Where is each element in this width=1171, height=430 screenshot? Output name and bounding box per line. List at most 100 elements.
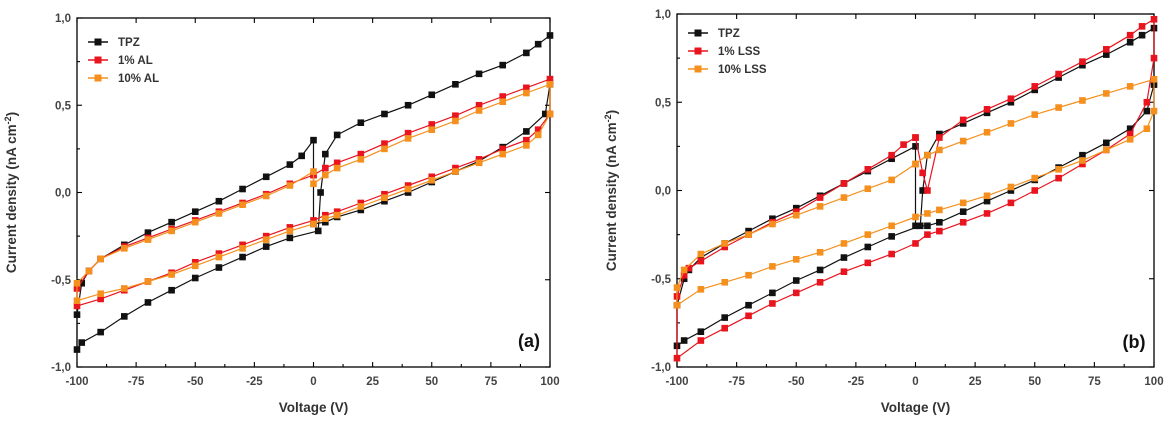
data-point bbox=[936, 206, 943, 214]
panel-b: -100 -75 -50 -25 0 25 50 75 100 -1,0 -0,5 0,0 0,5 1,0… bbox=[603, 9, 1164, 415]
data-point bbox=[888, 151, 895, 159]
data-point bbox=[936, 134, 943, 141]
data-point bbox=[1031, 83, 1039, 90]
data-point bbox=[680, 337, 688, 344]
data-point bbox=[428, 91, 436, 99]
data-point bbox=[546, 32, 554, 39]
data-point bbox=[864, 259, 872, 267]
x-tick-label: -25 bbox=[848, 376, 865, 388]
x-tick-label: 25 bbox=[969, 376, 982, 388]
legend-label: TPZ bbox=[118, 37, 140, 49]
data-point bbox=[262, 232, 270, 240]
data-point bbox=[317, 189, 324, 196]
x-axis-title: Voltage (V) bbox=[881, 400, 951, 415]
data-point bbox=[499, 93, 506, 100]
data-point bbox=[1103, 146, 1110, 154]
data-point bbox=[936, 227, 943, 235]
data-point bbox=[239, 201, 246, 209]
data-point bbox=[1055, 166, 1062, 173]
legend-label: TPZ bbox=[718, 28, 740, 40]
data-point bbox=[144, 299, 152, 306]
data-point bbox=[816, 266, 824, 274]
data-point bbox=[191, 262, 199, 270]
data-point bbox=[381, 194, 388, 202]
data-point bbox=[769, 215, 776, 223]
x-tick-label: 100 bbox=[1144, 376, 1163, 388]
data-point bbox=[404, 189, 412, 196]
data-point bbox=[541, 110, 549, 118]
data-point bbox=[144, 229, 152, 236]
data-point bbox=[680, 266, 688, 274]
data-point bbox=[404, 129, 412, 137]
data-point bbox=[452, 164, 459, 172]
data-point bbox=[959, 137, 967, 145]
data-point bbox=[1126, 31, 1134, 39]
data-point bbox=[912, 143, 919, 150]
data-point bbox=[286, 182, 294, 189]
data-point bbox=[357, 150, 365, 158]
legend-marker bbox=[694, 29, 702, 37]
data-point bbox=[298, 152, 305, 160]
data-point bbox=[357, 156, 365, 163]
data-point bbox=[769, 289, 776, 297]
y-axis-title-tail: ) bbox=[4, 112, 19, 117]
data-point bbox=[546, 75, 554, 83]
data-point bbox=[78, 279, 86, 287]
y-tick-label: 1,0 bbox=[655, 9, 671, 21]
data-point bbox=[1007, 183, 1015, 191]
data-point bbox=[357, 119, 365, 126]
data-point bbox=[499, 150, 506, 158]
data-point bbox=[1126, 83, 1134, 90]
data-point bbox=[262, 236, 270, 243]
data-point bbox=[888, 222, 895, 230]
data-point bbox=[333, 131, 341, 139]
data-point bbox=[792, 277, 800, 284]
data-point bbox=[816, 248, 824, 256]
data-point bbox=[1031, 111, 1039, 118]
data-point bbox=[983, 106, 991, 113]
data-point bbox=[697, 254, 705, 261]
data-point bbox=[792, 208, 800, 215]
data-point bbox=[404, 101, 412, 109]
data-point bbox=[121, 245, 128, 252]
data-point bbox=[1079, 157, 1086, 164]
data-point bbox=[1031, 187, 1039, 194]
data-point bbox=[864, 243, 872, 251]
data-point bbox=[191, 259, 199, 266]
data-point bbox=[745, 227, 752, 235]
data-point bbox=[475, 101, 483, 109]
data-point bbox=[924, 151, 931, 159]
data-point bbox=[900, 141, 907, 148]
x-tick-label: -100 bbox=[665, 376, 688, 388]
data-point bbox=[262, 173, 270, 181]
legend-marker bbox=[94, 38, 102, 46]
data-point bbox=[1079, 58, 1086, 65]
legend-marker bbox=[94, 56, 102, 64]
data-point bbox=[769, 220, 776, 228]
data-point bbox=[840, 180, 848, 187]
data-point bbox=[404, 185, 412, 193]
x-tick-label: -50 bbox=[788, 376, 805, 388]
data-point bbox=[310, 217, 317, 224]
data-point bbox=[745, 312, 752, 320]
series-line bbox=[676, 27, 1155, 347]
data-point bbox=[168, 218, 175, 226]
y-tick-label: 0,0 bbox=[55, 188, 71, 200]
data-point bbox=[983, 192, 991, 200]
data-point bbox=[322, 215, 329, 222]
data-point bbox=[697, 337, 705, 344]
data-point bbox=[1150, 76, 1158, 83]
data-point bbox=[1138, 31, 1146, 39]
x-tick-label: -100 bbox=[65, 376, 88, 388]
data-point bbox=[721, 278, 728, 286]
data-point bbox=[475, 107, 483, 114]
data-point bbox=[912, 222, 919, 230]
data-point bbox=[73, 302, 81, 310]
data-point bbox=[97, 295, 104, 303]
data-point bbox=[534, 40, 542, 48]
data-point bbox=[1031, 174, 1039, 182]
data-point bbox=[121, 313, 128, 320]
data-point bbox=[916, 222, 924, 230]
data-point bbox=[168, 286, 175, 294]
data-point bbox=[1055, 74, 1062, 81]
